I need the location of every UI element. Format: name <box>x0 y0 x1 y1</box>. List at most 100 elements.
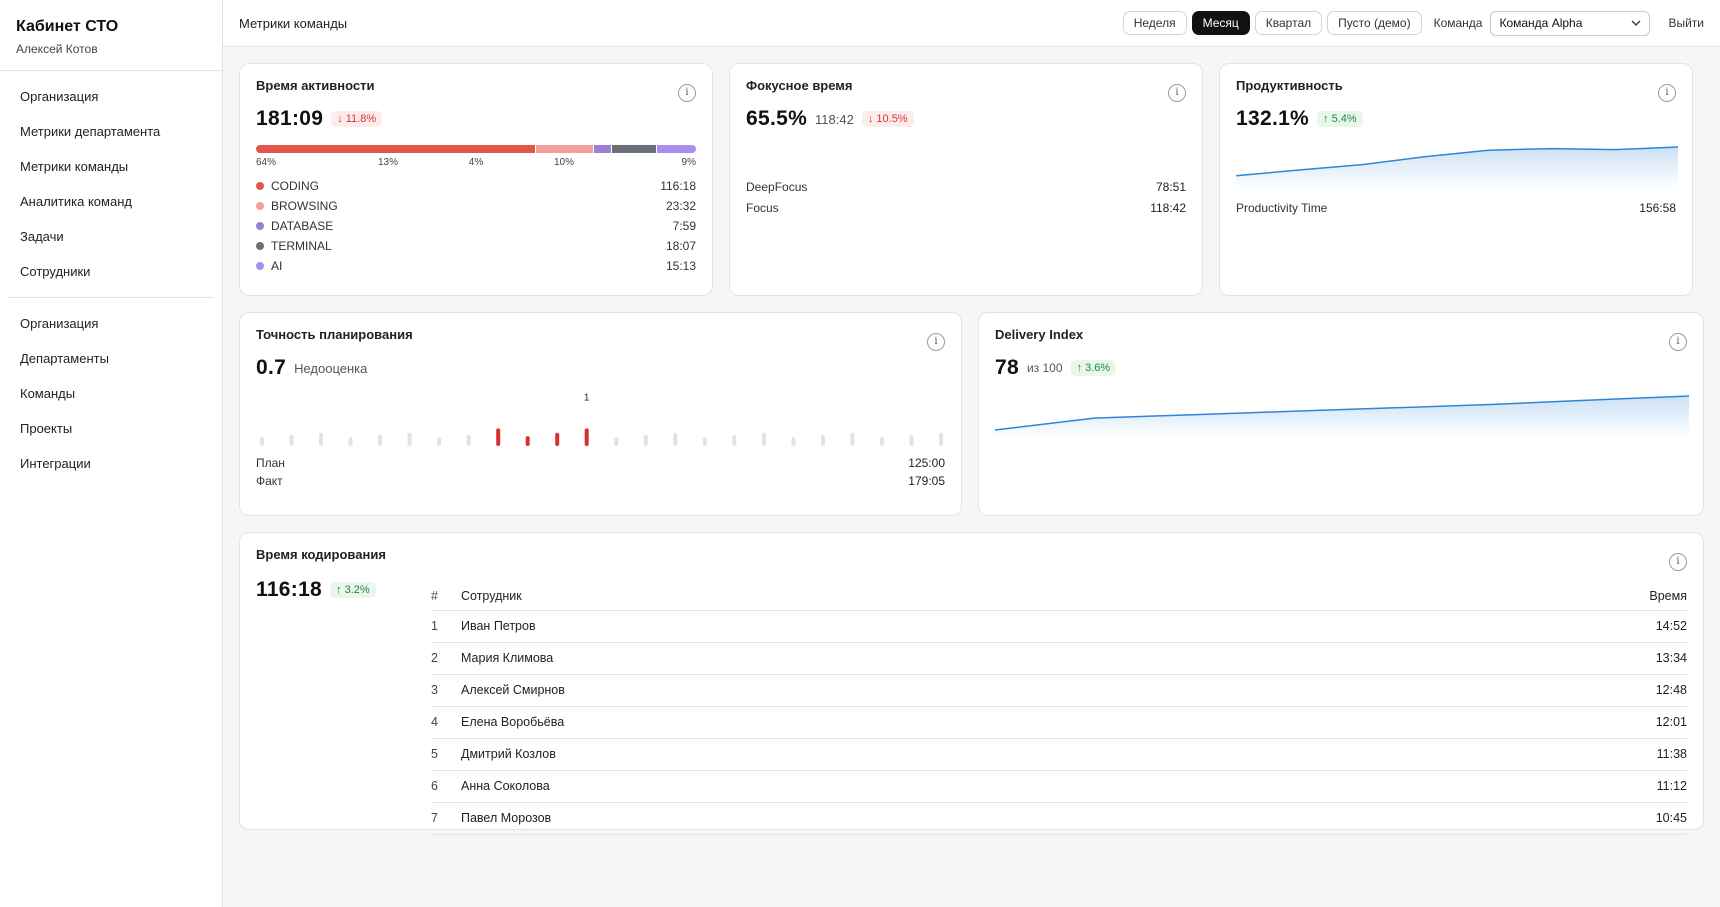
sparkline-area <box>1236 147 1678 189</box>
planning-bar <box>939 432 943 446</box>
activity-legend-item: AI 15:13 <box>256 256 696 276</box>
row-num: 2 <box>431 642 461 675</box>
team-label: Команда <box>1433 16 1483 30</box>
period-button[interactable]: Неделя <box>1122 11 1187 35</box>
planning-title: Точность планирования <box>256 327 413 342</box>
planning-bar <box>850 432 855 446</box>
table-row[interactable]: 6 Анна Соколова 11:12 <box>431 770 1687 803</box>
coding-delta-badge: ↑ 3.2% <box>330 582 376 598</box>
planning-bar <box>614 437 619 446</box>
period-button[interactable]: Пусто (демо) <box>1327 11 1422 35</box>
activity-stacked-bar <box>256 145 696 153</box>
info-icon[interactable]: i <box>1658 84 1676 102</box>
sidebar-item[interactable]: Сотрудники <box>20 264 91 279</box>
team-select-value: Команда Alpha <box>1499 16 1583 30</box>
legend-dot-icon <box>256 202 264 210</box>
page-title: Метрики команды <box>239 15 348 31</box>
employee-table: # Сотрудник Время 1 Иван Петров 14:52 2 Мари… <box>431 582 1687 835</box>
logout-button[interactable]: Выйти <box>1668 16 1704 30</box>
team-select[interactable]: Команда Alpha <box>1490 10 1651 36</box>
table-row[interactable]: 3 Алексей Смирнов 12:48 <box>431 674 1687 707</box>
activity-title: Время активности <box>256 78 375 93</box>
row-employee-name: Мария Климова <box>461 642 1362 675</box>
productivity-card: Продуктивность i 132.1% ↑ 5.4% Productiv… <box>1219 63 1693 296</box>
table-row[interactable]: 1 Иван Петров 14:52 <box>431 610 1687 643</box>
table-row[interactable]: 4 Елена Воробьёва 12:01 <box>431 706 1687 739</box>
table-row[interactable]: 7 Павел Морозов 10:45 <box>431 802 1687 835</box>
row-time: 13:34 <box>1361 642 1687 675</box>
row-employee-name: Дмитрий Козлов <box>461 738 1362 771</box>
sidebar-item[interactable]: Департаменты <box>20 351 109 366</box>
nav-group-settings: Организация Департаменты Команды Проекты Инт… <box>0 298 222 489</box>
sidebar-item[interactable]: Интеграции <box>20 456 91 471</box>
focus-item-value: 78:51 <box>1155 179 1186 194</box>
sidebar-item[interactable]: Аналитика команд <box>20 194 132 209</box>
activity-bar-segment <box>536 145 593 153</box>
planning-card: Точность планирования i 0.7 Недооценка 1… <box>239 312 962 516</box>
sidebar-item[interactable]: Команды <box>20 386 76 401</box>
info-icon[interactable]: i <box>1669 553 1687 571</box>
info-icon[interactable]: i <box>1669 333 1687 351</box>
productivity-time-label: Productivity Time <box>1236 200 1328 215</box>
sidebar-item[interactable]: Проекты <box>20 421 73 436</box>
activity-legend-name: AI <box>271 259 283 273</box>
delivery-value: 78 <box>995 356 1019 379</box>
activity-legend-name: CODING <box>271 179 319 193</box>
sidebar-item[interactable]: Организация <box>20 89 99 104</box>
app-title: Кабинет СТО <box>16 18 119 35</box>
activity-bar-segment <box>256 145 536 153</box>
activity-legend-name: BROWSING <box>271 199 338 213</box>
activity-percent-label: 4% <box>468 157 484 168</box>
activity-legend-item: BROWSING 23:32 <box>256 196 696 216</box>
planning-bar <box>761 432 766 446</box>
activity-percent-label: 64% <box>256 157 277 168</box>
activity-percent-label: 13% <box>377 157 398 168</box>
table-row[interactable]: 5 Дмитрий Козлов 11:38 <box>431 738 1687 771</box>
period-button[interactable]: Месяц <box>1191 11 1250 35</box>
focus-sub-value: 118:42 <box>815 111 854 127</box>
planning-bar <box>555 432 560 446</box>
planning-bar <box>378 435 383 446</box>
productivity-time-row: Productivity Time 156:58 <box>1236 197 1676 218</box>
legend-dot-icon <box>256 242 264 250</box>
planning-bar <box>673 432 678 446</box>
activity-legend-value: 18:07 <box>665 239 696 253</box>
column-header-employee: Сотрудник <box>461 582 1362 611</box>
sidebar-item[interactable]: Метрики департамента <box>20 124 161 139</box>
delivery-delta-badge: ↑ 3.6% <box>1070 360 1117 376</box>
info-icon[interactable]: i <box>678 84 696 102</box>
planning-value: 0.7 <box>256 356 287 379</box>
coding-value: 116:18 <box>256 578 323 601</box>
period-button[interactable]: Квартал <box>1254 11 1323 35</box>
activity-legend-key: AI <box>256 259 282 273</box>
focus-item-label: Focus <box>746 200 779 215</box>
row-num: 5 <box>431 738 461 771</box>
planning-bar <box>909 435 914 446</box>
activity-bar-segment <box>593 145 612 153</box>
row-num: 6 <box>431 770 461 803</box>
planning-bar <box>525 436 530 446</box>
table-header-row: # Сотрудник Время <box>431 582 1687 611</box>
planning-bar <box>820 435 825 446</box>
sidebar-item[interactable]: Метрики команды <box>20 159 129 174</box>
planning-bar <box>466 435 471 446</box>
activity-percent-label: 10% <box>553 157 574 168</box>
delivery-card: Delivery Index i 78 из 100 ↑ 3.6% <box>978 312 1704 516</box>
brand: Кабинет СТО Алексей Котов <box>0 0 222 71</box>
sidebar-item[interactable]: Задачи <box>20 229 64 244</box>
sidebar: Кабинет СТО Алексей Котов Организация Мет… <box>0 0 223 907</box>
sidebar-item[interactable]: Организация <box>20 316 99 331</box>
planning-bar <box>791 437 796 446</box>
info-icon[interactable]: i <box>1168 84 1186 102</box>
info-icon[interactable]: i <box>927 333 945 351</box>
row-employee-name: Павел Морозов <box>461 802 1362 835</box>
activity-legend-value: 23:32 <box>665 199 696 213</box>
planning-bar <box>289 435 294 446</box>
row-time: 12:01 <box>1361 706 1687 739</box>
focus-title: Фокусное время <box>746 78 853 93</box>
table-row[interactable]: 2 Мария Климова 13:34 <box>431 642 1687 675</box>
focus-item-label: DeepFocus <box>746 179 808 194</box>
delivery-sub-value: из 100 <box>1026 361 1063 375</box>
delivery-title: Delivery Index <box>995 327 1084 342</box>
legend-dot-icon <box>256 222 264 230</box>
